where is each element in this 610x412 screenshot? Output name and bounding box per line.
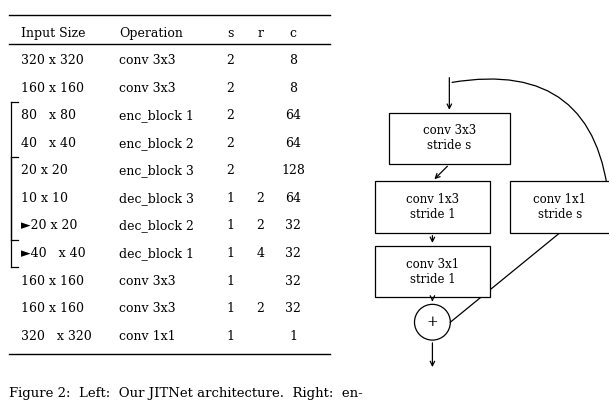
- Text: conv 3x3: conv 3x3: [119, 302, 176, 315]
- FancyArrowPatch shape: [452, 79, 609, 204]
- Text: 64: 64: [285, 192, 301, 205]
- Text: enc_block 3: enc_block 3: [119, 164, 194, 178]
- Text: 128: 128: [281, 164, 305, 178]
- Text: c: c: [290, 27, 296, 40]
- Text: 32: 32: [285, 274, 301, 288]
- Text: 64: 64: [285, 137, 301, 150]
- Text: 1: 1: [226, 330, 234, 343]
- Text: conv 3x3: conv 3x3: [119, 54, 176, 67]
- Text: enc_block 2: enc_block 2: [119, 137, 193, 150]
- Text: 160 x 160: 160 x 160: [21, 82, 84, 95]
- Text: conv 3x3
stride s: conv 3x3 stride s: [423, 124, 476, 152]
- Text: 2: 2: [256, 192, 264, 205]
- Text: Input Size: Input Size: [21, 27, 86, 40]
- Text: 320 x 320: 320 x 320: [21, 54, 84, 67]
- Text: 1: 1: [226, 192, 234, 205]
- Text: +: +: [426, 315, 438, 329]
- Bar: [375, 181, 490, 233]
- Text: 64: 64: [285, 109, 301, 122]
- Text: 1: 1: [289, 330, 297, 343]
- Text: 320   x 320: 320 x 320: [21, 330, 92, 343]
- Text: 1: 1: [226, 247, 234, 260]
- Text: 2: 2: [226, 164, 234, 178]
- Text: ►20 x 20: ►20 x 20: [21, 220, 77, 232]
- Text: conv 1x1: conv 1x1: [119, 330, 176, 343]
- Text: 1: 1: [226, 220, 234, 232]
- Text: 20 x 20: 20 x 20: [21, 164, 68, 178]
- Text: ►40   x 40: ►40 x 40: [21, 247, 86, 260]
- Text: conv 3x1
stride 1: conv 3x1 stride 1: [406, 258, 459, 286]
- Text: 2: 2: [226, 109, 234, 122]
- Text: Figure 2:  Left:  Our JITNet architecture.  Right:  en-: Figure 2: Left: Our JITNet architecture.…: [9, 387, 363, 400]
- Text: 2: 2: [226, 82, 234, 95]
- Text: r: r: [257, 27, 263, 40]
- Text: 40   x 40: 40 x 40: [21, 137, 76, 150]
- Text: 80   x 80: 80 x 80: [21, 109, 76, 122]
- Text: 4: 4: [256, 247, 264, 260]
- Bar: [510, 181, 609, 233]
- Text: 2: 2: [226, 137, 234, 150]
- Text: s: s: [227, 27, 234, 40]
- Text: 1: 1: [226, 274, 234, 288]
- Text: 8: 8: [289, 54, 297, 67]
- Text: 8: 8: [289, 82, 297, 95]
- Text: Operation: Operation: [119, 27, 183, 40]
- Text: conv 3x3: conv 3x3: [119, 82, 176, 95]
- Text: conv 1x1
stride s: conv 1x1 stride s: [533, 193, 586, 221]
- Text: 1: 1: [226, 302, 234, 315]
- Text: 2: 2: [256, 220, 264, 232]
- Text: 160 x 160: 160 x 160: [21, 302, 84, 315]
- Text: 32: 32: [285, 302, 301, 315]
- Text: 160 x 160: 160 x 160: [21, 274, 84, 288]
- Text: dec_block 2: dec_block 2: [119, 220, 194, 232]
- Text: 10 x 10: 10 x 10: [21, 192, 68, 205]
- Text: 2: 2: [226, 54, 234, 67]
- Text: enc_block 1: enc_block 1: [119, 109, 194, 122]
- Text: 32: 32: [285, 247, 301, 260]
- Text: 32: 32: [285, 220, 301, 232]
- Text: dec_block 3: dec_block 3: [119, 192, 194, 205]
- Text: dec_block 1: dec_block 1: [119, 247, 194, 260]
- Text: conv 3x3: conv 3x3: [119, 274, 176, 288]
- Bar: [375, 246, 490, 297]
- Text: 2: 2: [256, 302, 264, 315]
- Text: conv 1x3
stride 1: conv 1x3 stride 1: [406, 193, 459, 221]
- Bar: [389, 112, 510, 164]
